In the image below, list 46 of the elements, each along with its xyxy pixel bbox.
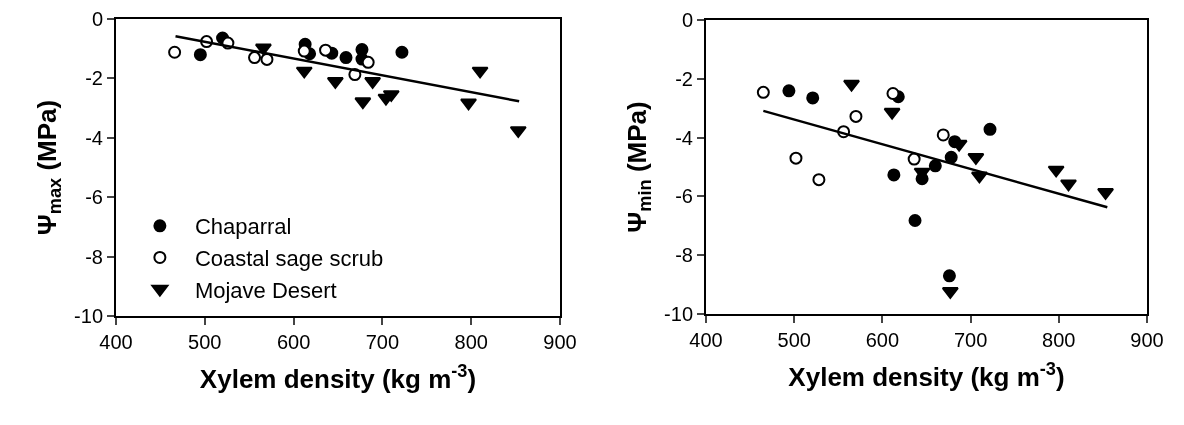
point	[886, 87, 900, 100]
legend-label: Mojave Desert	[194, 277, 337, 303]
point	[789, 151, 803, 165]
point	[983, 122, 997, 136]
x-tick-label: 900	[1130, 329, 1164, 351]
point	[908, 214, 922, 228]
y-tick-label: -4	[85, 126, 103, 149]
y-tick-label: -4	[675, 126, 693, 149]
x-tick-label: 700	[365, 331, 400, 353]
y-tick-label: 0	[91, 8, 103, 30]
point	[782, 84, 796, 98]
x-tick-label: 400	[689, 329, 723, 351]
x-tick-label: 500	[777, 329, 811, 351]
point	[812, 173, 826, 187]
x-tick-label: 600	[865, 329, 900, 351]
legend-label: Coastal sage scrub	[194, 246, 384, 272]
y-tick-label: -10	[74, 305, 103, 327]
point	[849, 109, 863, 123]
y-tick-label: -6	[85, 186, 103, 209]
x-axis-title: Xylem density (kg m$^{-3}$)	[788, 359, 1065, 393]
x-tick-label: 800	[454, 331, 488, 353]
x-tick-label: 500	[188, 331, 222, 353]
point	[843, 79, 861, 92]
y-tick-label: -2	[85, 67, 103, 90]
point	[806, 91, 820, 105]
x-tick-label: 900	[543, 331, 577, 353]
point	[944, 150, 958, 164]
x-tick-label: 400	[99, 331, 133, 353]
y-tick-label: -2	[675, 67, 693, 90]
x-tick-label: 800	[1042, 329, 1076, 351]
point	[928, 159, 942, 173]
point	[887, 168, 901, 182]
point	[883, 107, 901, 120]
y-tick-label: -6	[675, 185, 693, 208]
point	[756, 85, 770, 99]
y-tick-label: 0	[681, 9, 693, 31]
point	[942, 269, 956, 283]
point	[1047, 165, 1065, 178]
y-tick-label: -8	[675, 244, 693, 267]
y-tick-label: -10	[664, 303, 693, 325]
y-tick-label: -8	[85, 245, 103, 268]
x-axis-title: Xylem density (kg m$^{-3}$)	[199, 361, 477, 395]
x-tick-label: 600	[276, 331, 311, 353]
legend-label: Chaparral	[194, 214, 292, 240]
x-tick-label: 700	[953, 329, 988, 351]
point	[936, 128, 950, 142]
